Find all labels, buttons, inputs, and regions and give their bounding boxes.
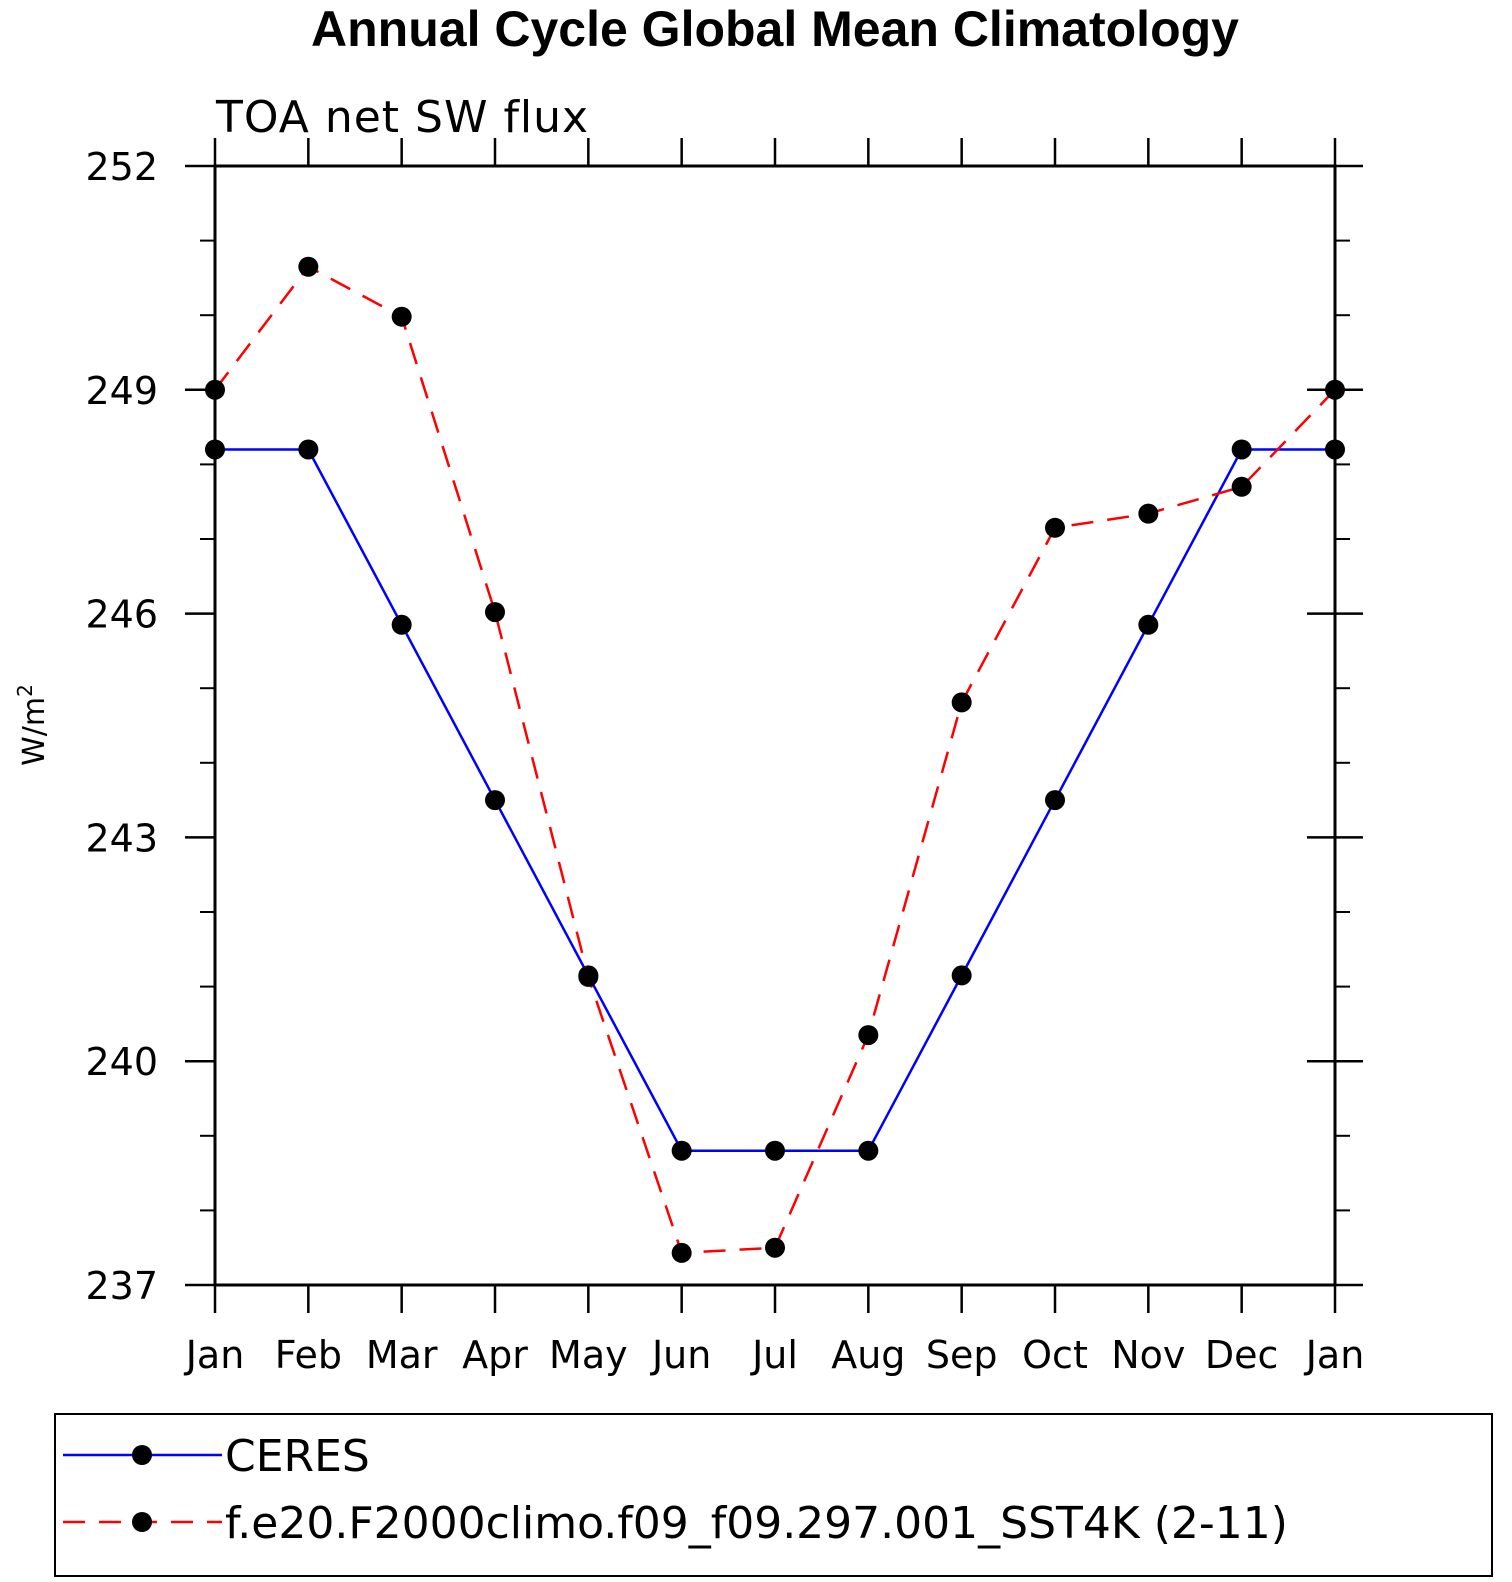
data-point xyxy=(951,965,972,986)
x-tick-label: May xyxy=(549,1333,628,1377)
data-point xyxy=(1325,379,1345,400)
data-point xyxy=(1138,503,1159,524)
x-tick-label: Sep xyxy=(926,1333,998,1377)
data-point xyxy=(485,790,505,811)
legend-marker xyxy=(132,1512,152,1532)
data-point xyxy=(1231,476,1252,497)
y-tick-label: 243 xyxy=(85,816,158,860)
data-point xyxy=(858,1025,879,1046)
x-tick-label: Oct xyxy=(1022,1333,1088,1377)
data-point xyxy=(205,439,225,460)
data-point xyxy=(1045,517,1065,538)
series-line-ceres xyxy=(215,448,1335,1152)
data-point xyxy=(298,439,319,460)
x-tick-label: Apr xyxy=(462,1333,528,1377)
data-point xyxy=(485,602,505,623)
legend-marker xyxy=(132,1445,152,1465)
y-axis-label-base: W/m xyxy=(17,697,52,766)
data-point xyxy=(765,1140,785,1161)
x-tick-label: Jan xyxy=(1304,1333,1365,1377)
legend: CERES f.e20.F2000climo.f09_f09.297.001_SS… xyxy=(54,1413,1493,1577)
x-tick-label: Nov xyxy=(1111,1333,1185,1377)
y-tick-label: 249 xyxy=(85,369,158,413)
series-layer xyxy=(205,256,1345,1263)
data-point xyxy=(671,1140,692,1161)
x-tick-label: Jan xyxy=(184,1333,245,1377)
chart-subtitle: TOA net SW flux xyxy=(215,92,589,143)
y-axis-label-superscript: 2 xyxy=(13,684,37,697)
data-point xyxy=(1231,439,1252,460)
data-point xyxy=(951,692,972,713)
data-point xyxy=(391,614,412,635)
data-point xyxy=(858,1140,879,1161)
y-tick-label: 246 xyxy=(85,593,158,637)
y-tick-label: 240 xyxy=(85,1040,158,1084)
tick-labels: Jan Feb Mar Apr May Jun Jul Aug Sep Oct Nov Dec Jan 2… xyxy=(85,145,1364,1377)
legend-label: CERES xyxy=(225,1431,370,1482)
data-point xyxy=(765,1237,785,1258)
x-tick-label: Dec xyxy=(1205,1333,1279,1377)
data-point xyxy=(1325,439,1345,460)
data-point xyxy=(1045,790,1065,811)
data-point xyxy=(1138,614,1159,635)
data-point xyxy=(205,379,225,400)
data-point xyxy=(671,1242,692,1263)
data-point xyxy=(298,256,319,277)
x-tick-label: Jun xyxy=(650,1333,711,1377)
plot-frame xyxy=(213,164,1337,1287)
y-axis-label: W/m2 xyxy=(13,684,52,766)
data-point xyxy=(578,966,599,987)
legend-box xyxy=(54,1413,1493,1577)
y-tick-label: 237 xyxy=(85,1264,158,1308)
x-tick-label: Mar xyxy=(366,1333,438,1377)
chart-title: Annual Cycle Global Mean Climatology xyxy=(311,1,1239,57)
x-tick-label: Feb xyxy=(275,1333,342,1377)
axes xyxy=(185,138,1363,1313)
y-tick-label: 252 xyxy=(85,145,158,189)
legend-label: f.e20.F2000climo.f09_f09.297.001_SST4K (… xyxy=(225,1498,1288,1549)
x-tick-label: Aug xyxy=(831,1333,905,1377)
x-tick-label: Jul xyxy=(750,1333,798,1377)
series-line-model xyxy=(214,265,1336,1255)
data-point xyxy=(391,306,412,327)
